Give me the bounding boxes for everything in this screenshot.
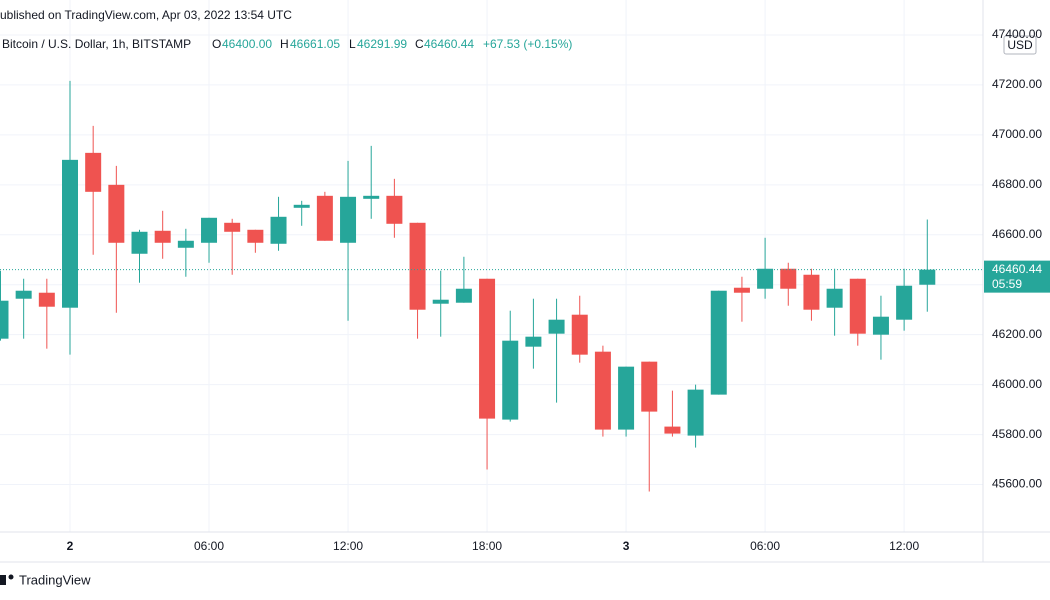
candle-body: [0, 300, 9, 339]
candle-body: [803, 274, 820, 310]
candle-body: [733, 287, 750, 293]
candle-body: [247, 229, 264, 243]
candle-body: [131, 231, 148, 254]
candle-body: [85, 152, 102, 192]
candle-body: [316, 195, 333, 241]
legend-h-label: H: [280, 37, 289, 51]
x-tick-label: 06:00: [194, 539, 224, 553]
x-tick-label: 3: [623, 539, 630, 553]
y-tick-label: 45600.00: [992, 477, 1042, 491]
legend-l-label: L: [349, 37, 356, 51]
currency-box[interactable]: [1003, 35, 1037, 55]
y-tick-label: 45800.00: [992, 427, 1042, 441]
legend-change: +67.53 (+0.15%): [483, 37, 572, 51]
x-tick-label: 12:00: [333, 539, 363, 553]
candle-body: [363, 195, 380, 199]
candle-body: [618, 366, 635, 430]
currency: USD: [1007, 38, 1033, 52]
candle-body: [479, 278, 496, 419]
candle-body: [409, 222, 426, 310]
candle-body: [757, 268, 774, 289]
last-price-label: 46460.44: [992, 262, 1042, 276]
candle-body: [664, 426, 681, 434]
candle-body: [710, 290, 727, 395]
symbol-title: Bitcoin / U.S. Dollar, 1h, BITSTAMP: [2, 37, 191, 51]
candle-body: [525, 336, 542, 347]
footer-logo: [0, 574, 14, 585]
candle-body: [872, 316, 889, 335]
candle-body: [15, 290, 32, 299]
candle-body: [293, 204, 310, 208]
candle-body: [849, 278, 866, 334]
legend-c-label: C: [415, 37, 424, 51]
candle-body: [594, 351, 611, 430]
legend-open: 46400.00: [222, 37, 272, 51]
y-tick-label: 47200.00: [992, 77, 1042, 91]
x-tick-label: 06:00: [750, 539, 780, 553]
candle-body: [62, 159, 78, 308]
candle-body: [502, 340, 519, 420]
x-tick-label: 12:00: [889, 539, 919, 553]
y-tick-label: 46000.00: [992, 377, 1042, 391]
legend-low: 46291.99: [357, 37, 407, 51]
y-tick-label: 46200.00: [992, 327, 1042, 341]
legend-close: 46460.44: [424, 37, 474, 51]
candle-body: [432, 299, 449, 304]
candles: [0, 80, 983, 492]
candle-body: [177, 240, 194, 248]
y-tick-label: 47400.00: [992, 27, 1042, 41]
candle-body: [896, 285, 913, 320]
candle-body: [201, 217, 218, 243]
candle-body: [270, 216, 287, 244]
candle-body: [919, 269, 936, 285]
y-tick-label: 46600.00: [992, 227, 1042, 241]
x-tick-label: 18:00: [472, 539, 502, 553]
legend-high: 46661.05: [290, 37, 340, 51]
candle-body: [224, 222, 241, 232]
candle-body: [687, 389, 704, 436]
candle-body: [641, 361, 658, 412]
candle-body: [38, 292, 55, 307]
last-price-box: [984, 260, 1050, 293]
x-tick-label: 2: [67, 539, 74, 553]
candle-body: [154, 230, 171, 243]
candle-body: [571, 314, 588, 355]
y-tick-label: 46800.00: [992, 177, 1042, 191]
candle-body: [780, 268, 797, 289]
legend-o-label: O: [212, 37, 221, 51]
published-text: Published on TradingView.com, Apr 03, 20…: [0, 8, 292, 22]
candle-body: [826, 288, 843, 308]
ohlc-legend: Bitcoin / U.S. Dollar, 1h, BITSTAMP O 46…: [2, 37, 572, 51]
candle-body: [108, 184, 125, 243]
candle-body: [340, 196, 357, 243]
countdown-label: 05:59: [992, 277, 1022, 291]
candle-body: [386, 195, 403, 224]
candle-body: [548, 319, 565, 334]
footer-brand: TradingView: [19, 572, 91, 587]
y-tick-label: 47000.00: [992, 127, 1042, 141]
candle-body: [455, 288, 472, 303]
